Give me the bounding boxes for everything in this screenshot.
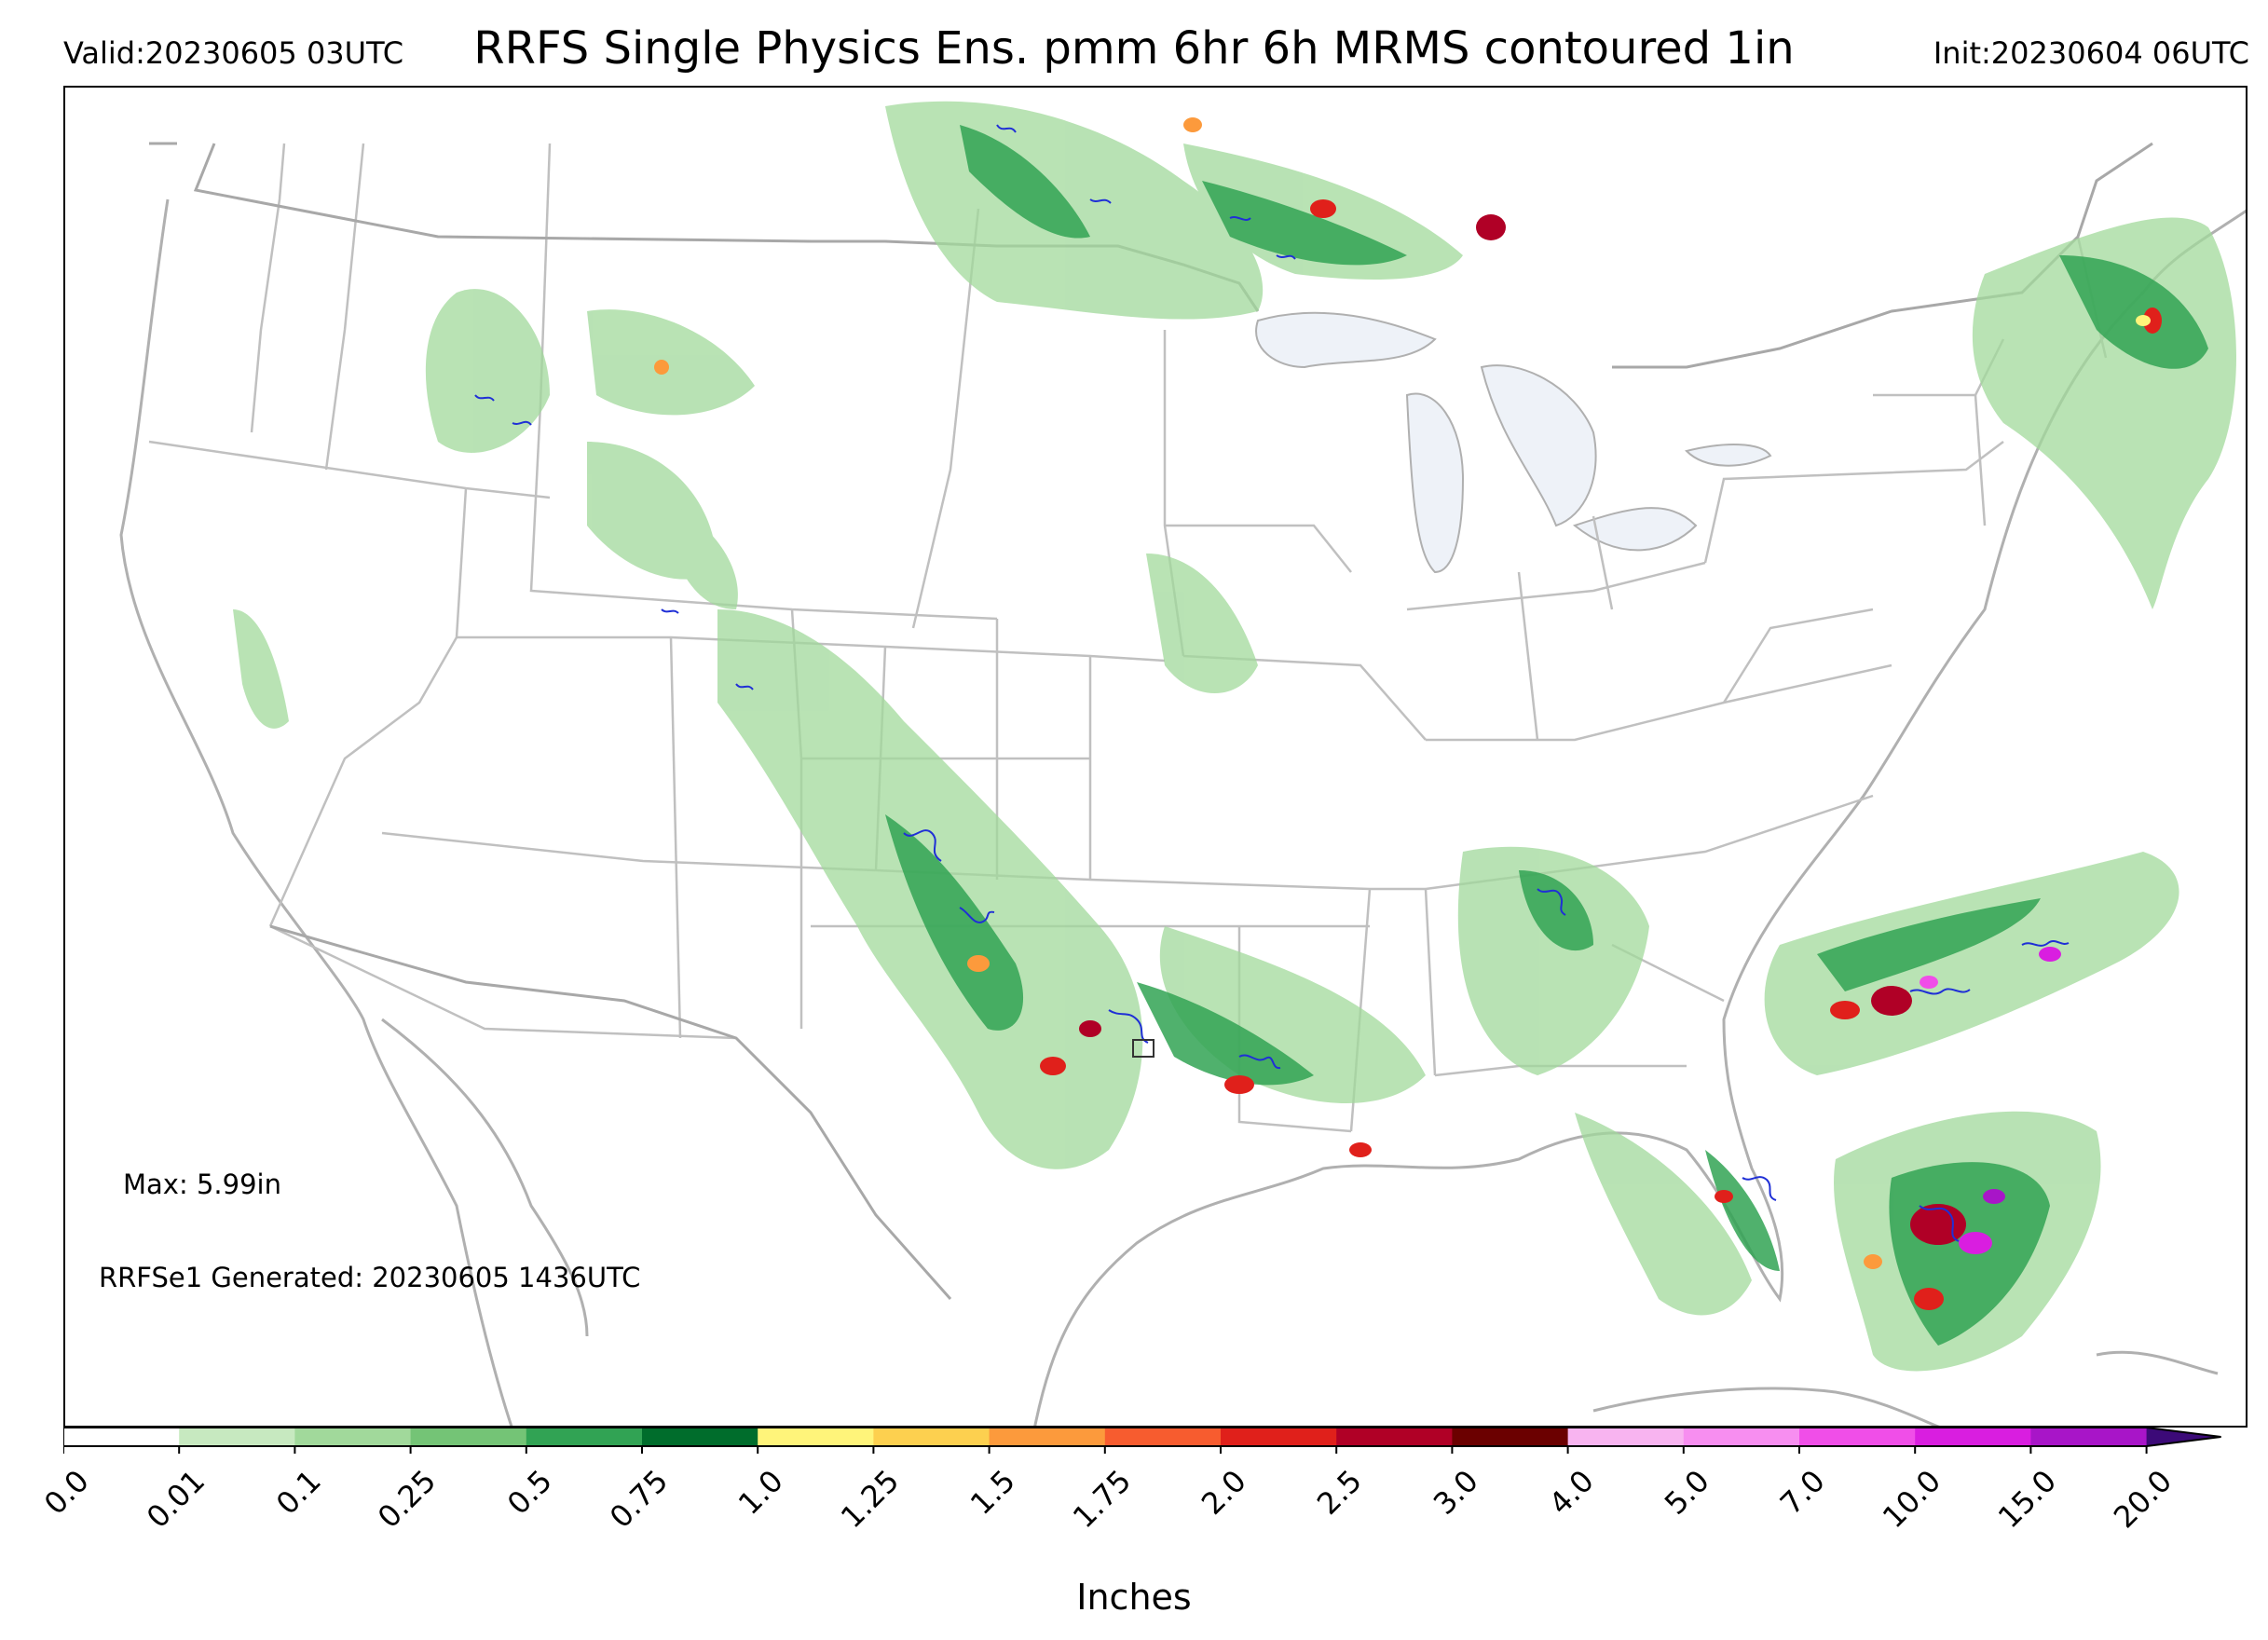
highlight-box [1132,1039,1154,1058]
great-lakes [1255,311,1772,574]
colorbar-swatch [2030,1428,2148,1446]
colorbar-swatch [1567,1428,1685,1446]
colorbar-swatch [1799,1428,1916,1446]
colorbar-tick-label: 20.0 [2107,1463,2179,1536]
colorbar-swatch [1221,1428,1337,1446]
colorbar-tick-label: 0.75 [602,1463,675,1536]
colorbar-tick-label: 0.1 [268,1463,328,1522]
colorbar-tick-label: 1.0 [731,1463,791,1522]
colorbar-tick-label: 1.25 [834,1463,907,1536]
colorbar-swatch [179,1428,295,1446]
colorbar [62,1426,2262,1457]
colorbar-swatch [758,1428,874,1446]
map-canvas [119,101,2246,1426]
chart-title: RRFS Single Physics Ens. pmm 6hr 6h MRMS… [473,22,1795,75]
colorbar-swatch [1683,1428,1800,1446]
colorbar-swatch [1336,1428,1453,1446]
colorbar-tick-label: 0.0 [37,1463,96,1522]
valid-time: Valid:20230605 03UTC [63,35,404,71]
colorbar-tick-label: 3.0 [1426,1463,1485,1522]
colorbar-swatch [873,1428,991,1446]
colorbar-tick-label: 2.5 [1310,1463,1370,1522]
colorbar-swatch [642,1428,758,1446]
max-value: Max: 5.99in [123,1168,281,1200]
init-time: Init:20230604 06UTC [1933,35,2249,71]
colorbar-swatch [294,1428,412,1446]
colorbar-label: Inches [1076,1577,1192,1618]
colorbar-extend-arrow [2146,1428,2221,1446]
precipitation-map: Max: 5.99in RRFSe1 Generated: 20230605 1… [63,86,2248,1428]
colorbar-swatch [989,1428,1106,1446]
colorbar-tick-label: 1.75 [1065,1463,1138,1536]
colorbar-swatch [1452,1428,1569,1446]
colorbar-tick-label: 5.0 [1657,1463,1716,1522]
colorbar-swatch [1104,1428,1222,1446]
colorbar-tick-label: 1.5 [963,1463,1022,1522]
colorbar-tick-label: 0.5 [499,1463,559,1522]
colorbar-tick-label: 4.0 [1541,1463,1601,1522]
colorbar-swatch [410,1428,527,1446]
generated-stamp: RRFSe1 Generated: 20230605 1436UTC [99,1262,641,1293]
colorbar-tick-label: 15.0 [1991,1463,2064,1536]
colorbar-tick-label: 10.0 [1875,1463,1948,1536]
colorbar-tick-label: 2.0 [1195,1463,1253,1522]
colorbar-swatch [63,1428,180,1446]
colorbar-tick-label: 7.0 [1773,1463,1832,1522]
colorbar-tick-label: 0.01 [139,1463,212,1536]
colorbar-swatch [526,1428,643,1446]
mrms-contours [474,124,2070,1242]
colorbar-swatches [62,1427,2221,1454]
colorbar-swatch [1915,1428,2031,1446]
colorbar-tick-label: 0.25 [371,1463,444,1536]
precip-heavy [654,117,2162,1310]
